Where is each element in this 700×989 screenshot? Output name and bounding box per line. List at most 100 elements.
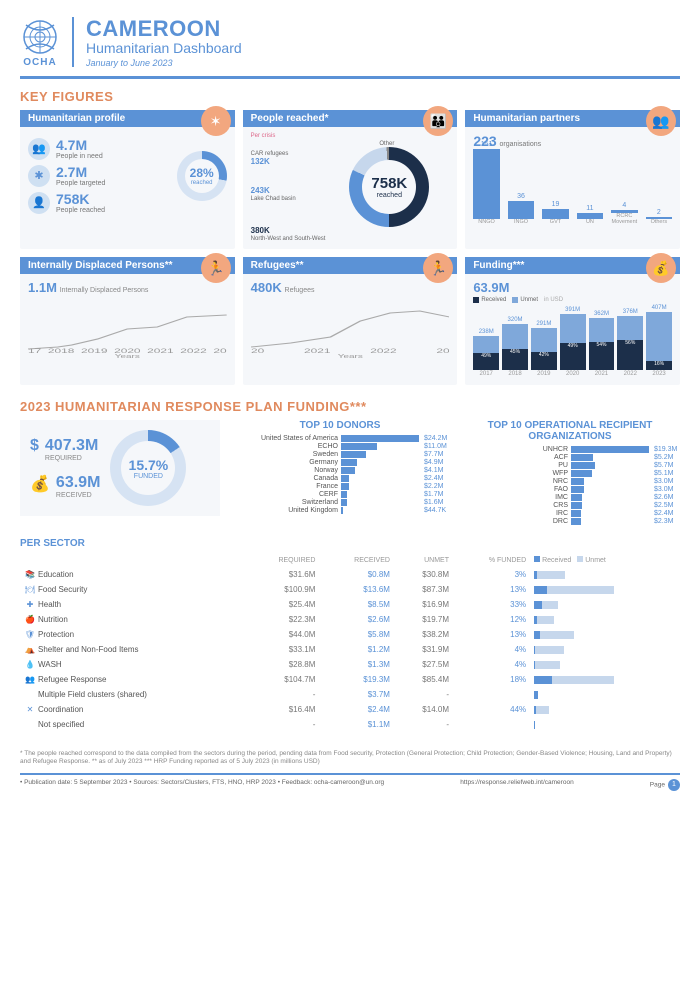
- targeted-label: People targeted: [56, 180, 105, 187]
- footer-url: https://response.reliefweb.int/cameroon: [460, 779, 573, 791]
- reached-label: People reached: [56, 207, 105, 214]
- key-figures-title: KEY FIGURES: [20, 89, 680, 104]
- dollar-icon: $: [30, 437, 39, 455]
- card-title: Humanitarian profile: [28, 113, 125, 124]
- hrp-funded-pct: 15.7%: [129, 457, 169, 473]
- footer: • Publication date: 5 September 2023 • S…: [20, 775, 680, 795]
- funding-bar: 362M 54% 2021: [589, 311, 615, 377]
- funding-bar: 238M 49% 2017: [473, 329, 499, 377]
- hbar-row: Sweden $7.7M: [230, 451, 450, 458]
- idp-value: 1.1M: [28, 280, 57, 295]
- sector-row: 👥Refugee Response $104.7M $19.3M $85.4M …: [20, 672, 680, 687]
- funding-value: 63.9M: [473, 280, 509, 295]
- funding-legend: Received Unmet in USD: [473, 297, 672, 303]
- hbar-row: France $2.2M: [230, 483, 450, 490]
- ocha-text: OCHA: [23, 57, 56, 68]
- hbar-row: CERF $1.7M: [230, 491, 450, 498]
- funding-bar-chart: 238M 49% 2017 320M 45% 2018 291M 42% 201…: [473, 307, 672, 377]
- pin-icon: 👥: [28, 138, 50, 160]
- hrp-required-label: REQUIRED: [45, 455, 98, 462]
- svg-text:2023: 2023: [213, 347, 226, 354]
- funding-bar: 391M 49% 2020: [560, 307, 586, 377]
- svg-text:2021: 2021: [304, 347, 330, 354]
- reached-pct: 28%: [190, 166, 214, 180]
- hbar-row: UNHCR $19.3M: [460, 446, 680, 453]
- per-crisis-label: Per crisis: [251, 133, 450, 139]
- reached-center-label: reached: [377, 192, 402, 199]
- hbar-row: Norway $4.1M: [230, 467, 450, 474]
- col-received: RECEIVED: [319, 553, 394, 567]
- reached-donut: 28%reached: [177, 151, 227, 201]
- hbar-row: United States of America $24.2M: [230, 435, 450, 442]
- hrp-required-box: $ 407.3MREQUIRED 💰 63.9MRECEIVED 15.7%FU…: [20, 420, 220, 516]
- sector-row: 🛡Protection $44.0M $5.8M $38.2M 13%: [20, 627, 680, 642]
- hrp-funded-donut: 15.7%FUNDED: [110, 430, 186, 506]
- header-rule: [20, 76, 680, 79]
- partner-bar: 11 UN: [577, 205, 603, 226]
- funding-bar: 291M 42% 2019: [531, 321, 557, 377]
- card-humanitarian-profile: Humanitarian profile ✶ 👥4.7MPeople in ne…: [20, 110, 235, 249]
- running-arrow-icon: 🏃: [423, 253, 453, 283]
- partner-bar: 4 RCRC Movement: [611, 202, 637, 225]
- svg-text:2019: 2019: [81, 347, 107, 354]
- idp-line-chart: 2017201820192020202120222023 Years: [28, 299, 227, 359]
- card-idp: Internally Displaced Persons** 🏃 1.1M In…: [20, 257, 235, 385]
- dashboard-subtitle: Humanitarian Dashboard: [86, 40, 242, 56]
- ocha-logo: OCHA: [20, 17, 60, 68]
- card-people-reached: People reached* 👪 Per crisis Other3K CAR…: [243, 110, 458, 249]
- page-label: Page: [650, 781, 665, 788]
- hbar-row: FAO $3.0M: [460, 486, 680, 493]
- sector-row: Not specified - $1.1M -: [20, 717, 680, 732]
- reached-icon: 👤: [28, 192, 50, 214]
- sector-row: Multiple Field clusters (shared) - $3.7M…: [20, 687, 680, 702]
- pin-label: People in need: [56, 153, 103, 160]
- reached-center-value: 758K: [371, 175, 407, 192]
- svg-text:2017: 2017: [28, 347, 41, 354]
- card-title: Refugees**: [251, 260, 304, 271]
- hrp-received-label: RECEIVED: [56, 492, 100, 499]
- card-refugees: Refugees** 🏃 480K Refugees 2020202120222…: [243, 257, 458, 385]
- hbar-row: Canada $2.4M: [230, 475, 450, 482]
- svg-text:Years: Years: [337, 354, 362, 359]
- footer-pub: • Publication date: 5 September 2023 • S…: [20, 779, 384, 791]
- sector-row: 🍎Nutrition $22.3M $2.6M $19.7M 12%: [20, 612, 680, 627]
- svg-text:2023: 2023: [436, 347, 449, 354]
- partner-bar: 19 GVT: [542, 201, 568, 226]
- targeted-value: 2.7M: [56, 164, 105, 180]
- header-divider: [72, 17, 74, 67]
- sector-row: ⛺Shelter and Non-Food Items $33.1M $1.2M…: [20, 642, 680, 657]
- hbar-row: ACF $5.2M: [460, 454, 680, 461]
- profile-icon: ✶: [201, 106, 231, 136]
- card-title: Internally Displaced Persons**: [28, 260, 173, 271]
- reached-value: 758K: [56, 191, 105, 207]
- page-number: 1: [668, 779, 680, 791]
- hbar-row: IRC $2.4M: [460, 510, 680, 517]
- partner-bar: 2 Others: [646, 209, 672, 226]
- hbar-row: CRS $2.5M: [460, 502, 680, 509]
- pin-value: 4.7M: [56, 137, 103, 153]
- footnotes: * The people reached correspond to the d…: [20, 744, 680, 767]
- card-title: Funding***: [473, 260, 524, 271]
- svg-text:2022: 2022: [180, 347, 206, 354]
- donors-title: TOP 10 DONORS: [230, 420, 450, 431]
- svg-text:2018: 2018: [48, 347, 74, 354]
- hrp-received: 63.9M: [56, 474, 100, 492]
- title-block: CAMEROON Humanitarian Dashboard January …: [86, 16, 242, 68]
- col-pct: % FUNDED: [453, 553, 530, 567]
- hrp-required: 407.3M: [45, 437, 98, 455]
- card-funding: Funding*** 💰 63.9M Received Unmet in USD…: [465, 257, 680, 385]
- un-globe-icon: [20, 17, 60, 57]
- hbar-row: United Kingdom $44.7K: [230, 507, 450, 514]
- hbar-row: Germany $4.9M: [230, 459, 450, 466]
- per-sector-title: PER SECTOR: [20, 538, 680, 549]
- svg-text:2021: 2021: [147, 347, 173, 354]
- partner-bar: 151 NNGO: [473, 141, 499, 226]
- col-required: REQUIRED: [243, 553, 320, 567]
- hbar-row: NRC $3.0M: [460, 478, 680, 485]
- country-title: CAMEROON: [86, 16, 242, 42]
- funding-bar: 320M 45% 2018: [502, 317, 528, 377]
- partners-icon: 👥: [646, 106, 676, 136]
- sector-row: ✚Health $25.4M $8.5M $16.9M 33%: [20, 597, 680, 612]
- hbar-row: Switzerland $1.6M: [230, 499, 450, 506]
- sector-row: 📚Education $31.6M $0.8M $30.8M 3%: [20, 567, 680, 582]
